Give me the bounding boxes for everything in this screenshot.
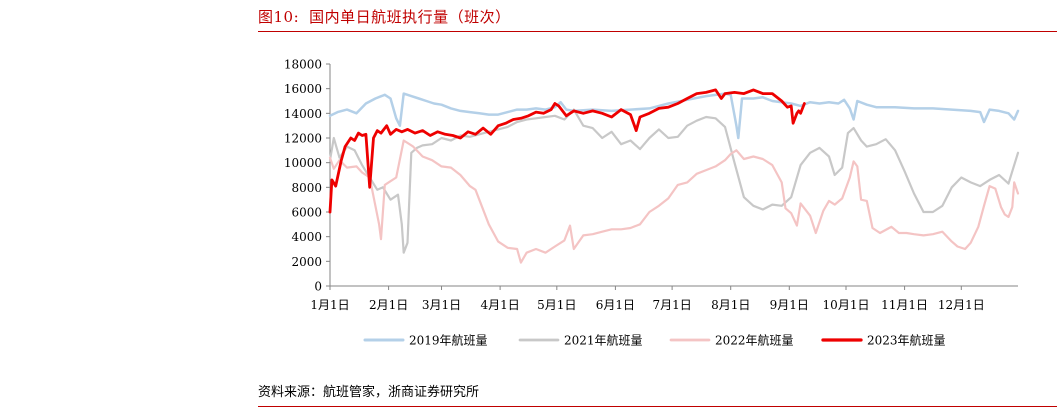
legend-label-1: 2019年航班量 <box>409 333 488 348</box>
x-tick-label: 2月1日 <box>369 298 408 312</box>
x-tick-label: 8月1日 <box>711 298 750 312</box>
figure-number: 图10: <box>258 8 300 26</box>
x-tick-label: 7月1日 <box>652 298 691 312</box>
chart-legend: 2019年航班量 2021年航班量 2022年航班量 2023年航班量 <box>363 333 946 348</box>
x-tick-label: 6月1日 <box>596 298 635 312</box>
x-tick-label: 1月1日 <box>310 298 349 312</box>
figure-caption: 国内单日航班执行量（班次） <box>309 8 511 26</box>
series-line-1 <box>328 92 1020 140</box>
series-line-2 <box>328 108 1020 254</box>
x-tick-label: 11月1日 <box>881 298 928 312</box>
y-tick-label: 18000 <box>284 58 322 72</box>
y-tick-label: 6000 <box>291 206 322 220</box>
series-line-4 <box>328 88 806 214</box>
chart-series <box>328 88 1020 264</box>
x-tick-label: 9月1日 <box>770 298 809 312</box>
source-note: 资料来源：航班管家，浙商证券研究所 <box>258 385 480 400</box>
y-tick-label: 2000 <box>291 255 322 269</box>
figure-title: 图10: 国内单日航班执行量（班次） <box>258 6 521 27</box>
y-tick-label: 12000 <box>284 132 322 146</box>
x-tick-label: 12月1日 <box>938 298 985 312</box>
legend-label-4: 2023年航班量 <box>867 333 946 348</box>
y-tick-label: 14000 <box>284 107 322 121</box>
chart-axes: 0 2000 4000 6000 8000 10000 12000 14000 16000 180… <box>284 58 1018 312</box>
y-tick-label: 0 <box>314 280 322 294</box>
x-tick-label: 4月1日 <box>480 298 519 312</box>
y-tick-label: 8000 <box>291 181 322 195</box>
title-rule <box>258 31 1057 32</box>
x-tick-label: 3月1日 <box>422 298 461 312</box>
legend-label-3: 2022年航班量 <box>715 333 794 348</box>
bottom-rule <box>258 406 1057 407</box>
x-tick-label: 10月1日 <box>823 298 870 312</box>
y-tick-label: 16000 <box>284 82 322 96</box>
x-tick-label: 5月1日 <box>537 298 576 312</box>
y-tick-label: 10000 <box>284 156 322 170</box>
y-tick-label: 4000 <box>291 230 322 244</box>
legend-label-2: 2021年航班量 <box>564 333 643 348</box>
series-line-3 <box>328 139 1020 264</box>
